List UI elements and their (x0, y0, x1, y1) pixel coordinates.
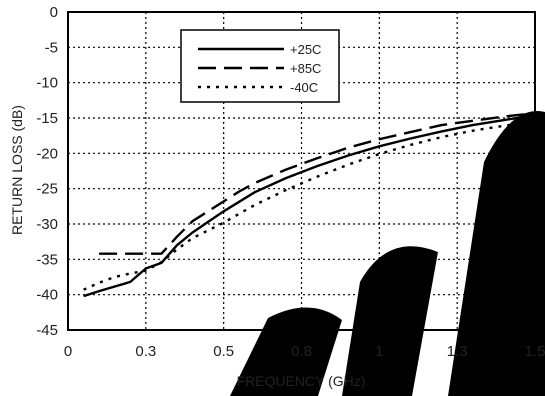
plot-frame (67, 11, 536, 331)
x-tick-label: 1.5 (525, 343, 545, 360)
x-tick-label: 1.3 (447, 343, 468, 360)
y-tick-label: -20 (36, 145, 58, 162)
x-tick-label: 0.3 (135, 343, 156, 360)
y-axis-title: RETURN LOSS (dB) (9, 105, 25, 235)
series-line-1 (99, 111, 536, 255)
y-tick-label: -35 (36, 251, 58, 268)
y-tick-label: 0 (50, 4, 58, 21)
y-tick-label: -30 (36, 216, 58, 233)
y-axis-tick-labels: 0 -5 -10 -15 -20 -25 -30 -35 -40 -45 (36, 4, 58, 339)
x-tick-label: 0.8 (291, 343, 312, 360)
watermark-shape (342, 246, 438, 396)
x-axis-title: FREQUENCY (GHz) (237, 373, 366, 389)
plot-series (83, 111, 536, 298)
legend-box (180, 29, 340, 103)
legend-label-m40c: -40C (290, 80, 318, 95)
x-tick-label: 0 (64, 343, 72, 360)
grid (68, 12, 535, 330)
y-tick-label: -5 (45, 39, 58, 56)
series-line-0 (83, 114, 536, 298)
y-tick-label: -25 (36, 181, 58, 198)
y-tick-label: -40 (36, 287, 58, 304)
y-tick-label: -10 (36, 75, 58, 92)
series-line-2 (83, 120, 536, 291)
legend: +25C +85C -40C (180, 29, 340, 103)
x-tick-label: 1 (375, 343, 383, 360)
y-tick-label: -15 (36, 110, 58, 127)
x-axis-tick-labels: 0 0.3 0.5 0.8 1 1.3 1.5 (64, 343, 545, 360)
legend-label-25c: +25C (290, 42, 321, 57)
watermark (230, 111, 545, 396)
x-tick-label: 0.5 (213, 343, 234, 360)
y-tick-label: -45 (36, 322, 58, 339)
watermark-shape (448, 111, 545, 396)
legend-label-85c: +85C (290, 61, 321, 76)
